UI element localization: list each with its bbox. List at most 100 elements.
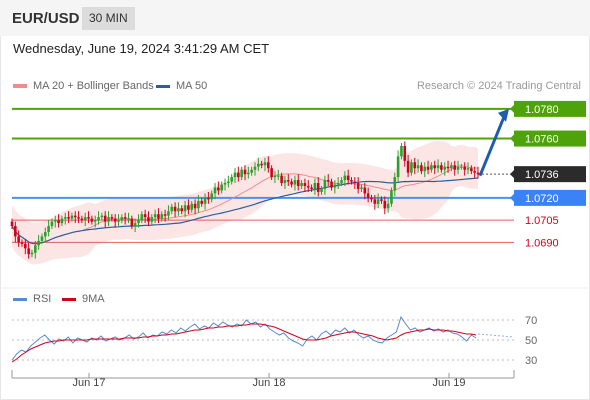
candle: [60, 215, 64, 227]
candle: [476, 166, 480, 179]
candle-body: [243, 169, 247, 175]
rsi-tick-label: 70: [525, 315, 537, 327]
candle-body: [340, 180, 343, 184]
candle: [376, 193, 380, 209]
candle-body: [353, 181, 357, 184]
legend-9ma-label: 9MA: [82, 293, 105, 305]
candle: [203, 193, 207, 210]
candle-body: [273, 175, 277, 178]
candle-body: [53, 220, 57, 222]
projection-arrow: [478, 116, 506, 177]
rsi-projection: [477, 333, 515, 338]
candle: [440, 162, 443, 173]
candle-body: [34, 245, 37, 253]
candle-body: [320, 188, 323, 192]
candle-body: [473, 171, 476, 173]
candle-body: [350, 180, 353, 182]
candle-body: [217, 187, 220, 191]
candle-body: [456, 166, 460, 170]
candle: [130, 215, 134, 230]
candle: [443, 162, 447, 176]
candle: [217, 181, 220, 195]
level-tag-1-0720: [514, 189, 586, 206]
candle-body: [416, 165, 420, 169]
candle: [87, 211, 90, 224]
candle: [470, 165, 473, 175]
candle: [400, 143, 403, 160]
candle-body: [393, 177, 397, 191]
candle: [193, 199, 197, 215]
candle: [67, 211, 70, 224]
candle-body: [383, 200, 387, 209]
candle: [93, 215, 97, 228]
candle: [423, 162, 427, 178]
candle: [183, 200, 187, 218]
candle: [153, 209, 157, 224]
candle: [107, 211, 110, 227]
candle-body: [396, 156, 400, 178]
candle-body: [30, 252, 34, 255]
candle-body: [80, 218, 84, 221]
candle-body: [123, 217, 127, 219]
candle-body: [376, 199, 380, 204]
candle: [316, 177, 320, 197]
candle: [286, 174, 290, 187]
candle-body: [466, 168, 470, 170]
candle: [213, 183, 217, 200]
candle-body: [343, 175, 347, 181]
candle-body: [157, 214, 160, 219]
candle-body: [137, 220, 140, 224]
candle-body: [167, 211, 170, 216]
candle: [83, 212, 87, 227]
candle: [73, 211, 77, 224]
candle: [267, 156, 270, 173]
level-tag-pointer: [510, 104, 514, 113]
candle: [390, 187, 393, 207]
candle-body: [423, 166, 427, 172]
candle: [466, 162, 470, 175]
rsi-tick-label: 50: [525, 335, 537, 347]
candle: [386, 197, 390, 213]
candle-body: [300, 183, 303, 187]
candle-body: [200, 200, 204, 204]
candle-body: [103, 215, 107, 222]
candle: [167, 205, 170, 221]
candle-body: [43, 231, 47, 237]
candle: [416, 159, 420, 173]
candle: [180, 205, 184, 215]
candle-body: [310, 187, 313, 189]
candle: [243, 165, 247, 181]
candle-body: [70, 215, 74, 219]
candle: [293, 175, 297, 191]
candle: [413, 157, 417, 175]
candle-body: [430, 165, 433, 170]
candle-body: [110, 217, 114, 219]
candle-body: [276, 175, 280, 177]
candle-body: [293, 180, 297, 185]
candle: [446, 160, 450, 173]
candle: [463, 162, 466, 176]
candle-body: [143, 214, 147, 218]
candle-body: [413, 162, 417, 169]
candle-body: [313, 183, 317, 189]
candle-body: [360, 187, 363, 189]
candle: [300, 180, 303, 189]
candle-body: [87, 217, 90, 219]
candle-body: [17, 236, 20, 243]
candle-body: [410, 162, 413, 173]
candle: [207, 191, 210, 204]
candle-body: [326, 180, 330, 182]
candle: [163, 209, 167, 222]
candle-body: [233, 172, 237, 178]
candle: [173, 202, 177, 218]
candle-body: [120, 217, 124, 221]
candle: [280, 172, 283, 187]
candle-body: [153, 214, 157, 218]
candle-body: [436, 165, 440, 169]
candle-body: [27, 248, 30, 255]
candle-body: [83, 217, 87, 221]
candle: [320, 186, 323, 195]
candle: [310, 184, 313, 192]
timeframe-badge[interactable]: 30 MIN: [82, 7, 135, 30]
